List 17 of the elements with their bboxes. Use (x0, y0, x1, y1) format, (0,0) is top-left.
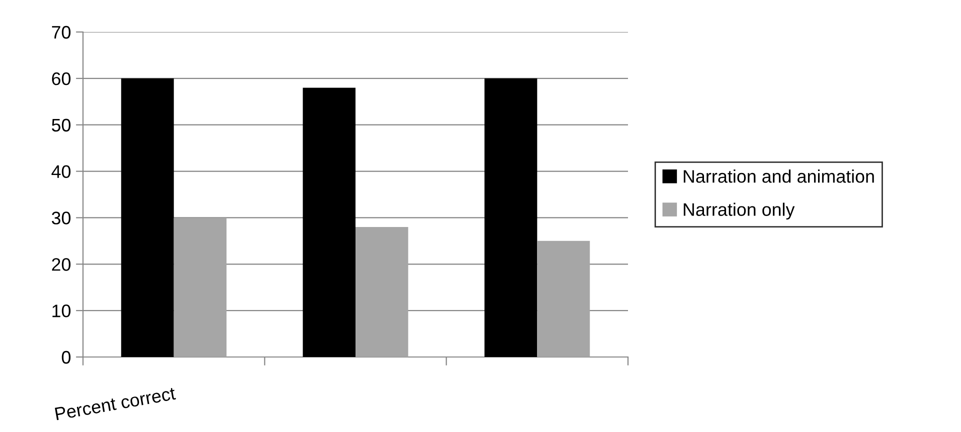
y-tick-label: 0 (62, 350, 70, 364)
y-tick-label: 70 (52, 26, 70, 39)
y-tick-label: 60 (52, 72, 70, 86)
y-tick-label: 10 (52, 304, 70, 318)
y-tick-label: 20 (52, 258, 70, 271)
y-tick-label: 50 (52, 118, 70, 132)
x-tick-label: Percent correct (54, 386, 176, 420)
bar (356, 227, 408, 357)
y-tick-label: 30 (52, 212, 70, 224)
bar (484, 78, 538, 357)
legend-label: Narration only (684, 202, 795, 220)
y-tick-label: 40 (52, 165, 70, 178)
bar (174, 218, 227, 357)
bar (121, 78, 174, 357)
bar (302, 88, 356, 357)
legend-label: Narration and animation (684, 170, 874, 183)
bar (537, 240, 590, 357)
